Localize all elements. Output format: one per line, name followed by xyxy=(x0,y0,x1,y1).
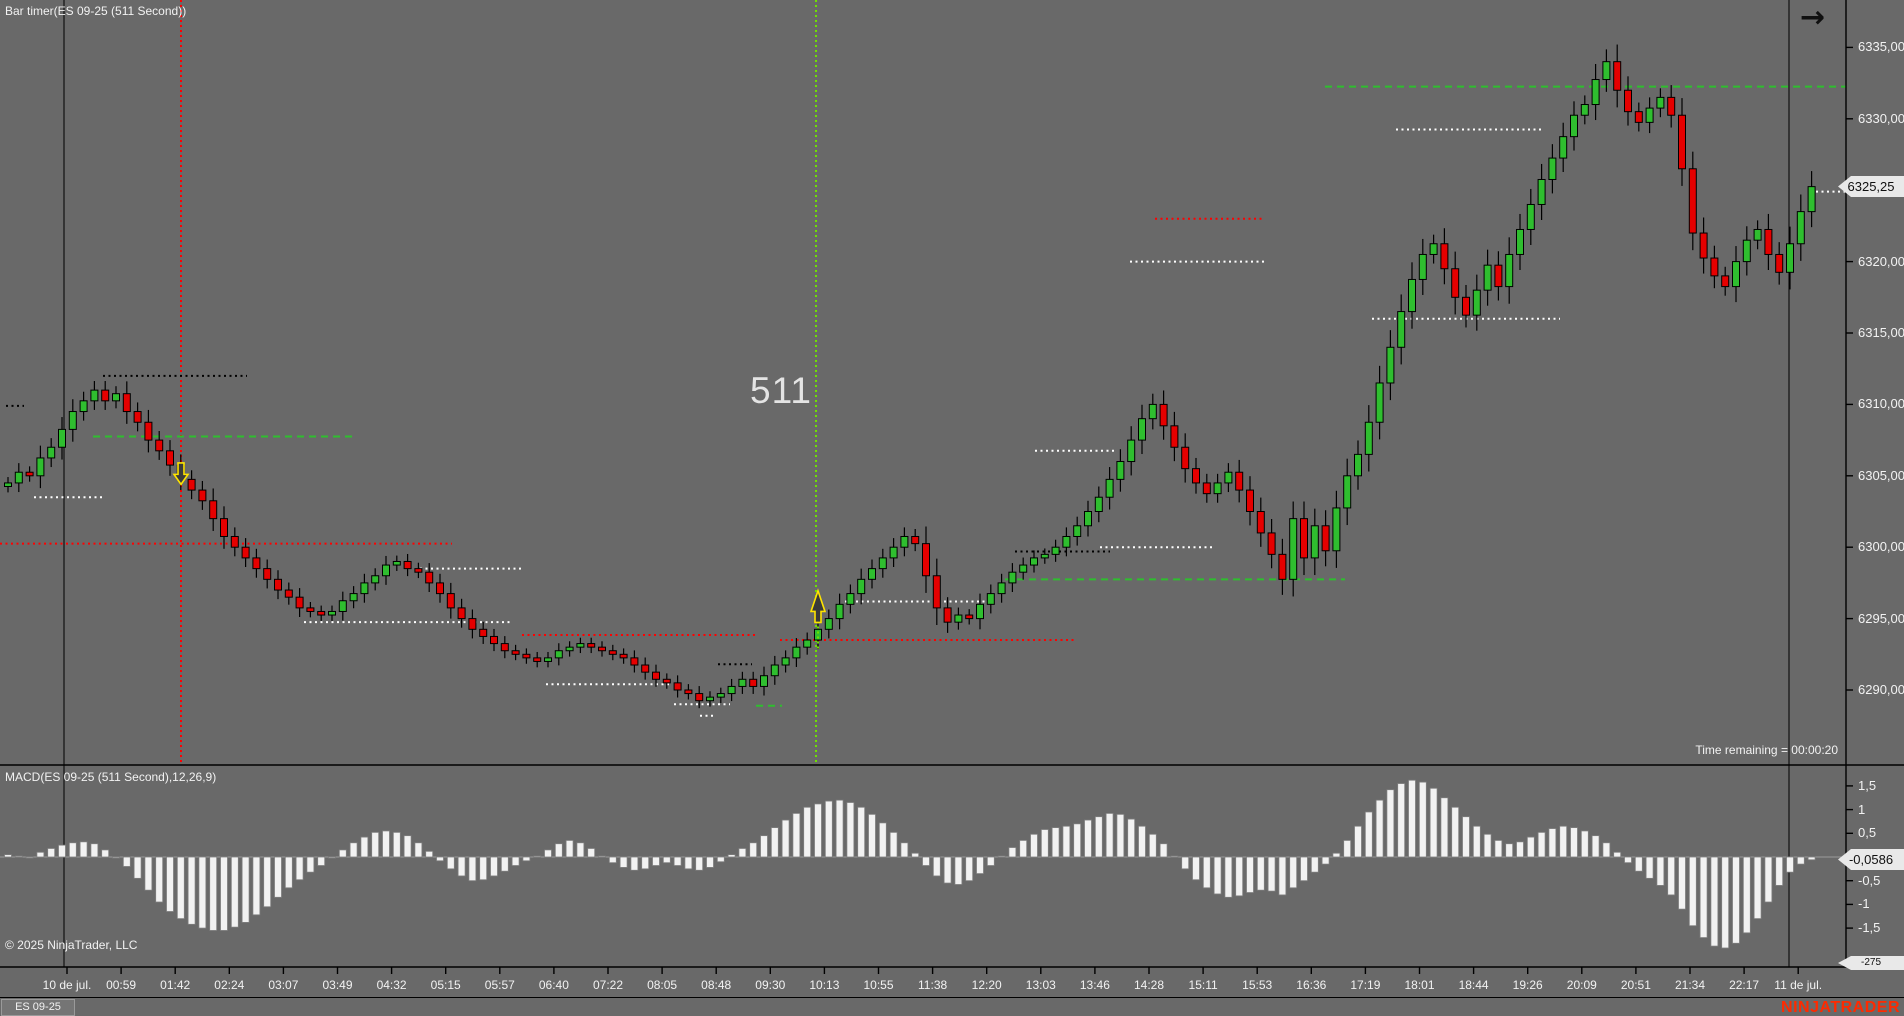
time-tick-label: 06:40 xyxy=(538,978,569,992)
tab-es-09-25[interactable]: ES 09-25 xyxy=(1,999,75,1016)
price-tick-label: 6305,00 xyxy=(1858,467,1904,483)
time-tick-label: 12:20 xyxy=(971,978,1002,992)
price-tick-label: 6290,00 xyxy=(1858,682,1904,697)
time-tick-label: 21:34 xyxy=(1674,978,1706,992)
macd-axis[interactable]: 1,5 1 0,5 -0,5 -1 -1,5 xyxy=(1846,765,1904,967)
time-tick-label: 16:36 xyxy=(1296,978,1327,992)
time-tick-label: 15:53 xyxy=(1242,978,1273,992)
price-tick-label: 6315,00 xyxy=(1858,325,1904,340)
macd-tick-label: 0,5 xyxy=(1858,825,1877,841)
time-tick-label: 01:42 xyxy=(160,978,191,992)
time-tick-label: 13:46 xyxy=(1079,978,1110,992)
macd-tick-label: -1 xyxy=(1858,896,1870,912)
bar-timer-countdown: Time remaining = 00:00:20 xyxy=(1695,743,1838,757)
price-tick-label: 6300,00 xyxy=(1858,539,1904,555)
time-tick-label: 03:07 xyxy=(268,978,299,992)
time-tick-label: 22:17 xyxy=(1729,978,1760,992)
time-tick-label: 14:28 xyxy=(1133,978,1165,992)
time-tick-label: 15:11 xyxy=(1188,978,1218,992)
time-tick-label: 18:01 xyxy=(1404,978,1435,992)
macd-tick-label: 1 xyxy=(1858,801,1866,817)
time-axis[interactable]: 10 de jul. 00:59 01:42 02:24 03:07 03:49 04:32… xyxy=(0,967,1904,998)
time-tick-label: 10 de jul. xyxy=(42,978,92,992)
macd-tick-label: -1,5 xyxy=(1858,920,1881,936)
chart-title: Bar timer(ES 09-25 (511 Second)) xyxy=(5,4,187,18)
clipped-value-badge: -275 xyxy=(1838,956,1904,970)
time-tick-label: 05:15 xyxy=(430,978,461,992)
time-tick-label: 13:03 xyxy=(1025,978,1056,992)
time-tick-label: 18:44 xyxy=(1458,978,1489,992)
time-tick-label: 11:38 xyxy=(918,978,948,992)
scroll-right-arrow-icon[interactable]: → xyxy=(1800,0,1826,35)
time-tick-label: 10:13 xyxy=(809,978,840,992)
price-tick-label: 6330,00 xyxy=(1858,110,1904,126)
time-tick-label: 02:24 xyxy=(214,978,245,992)
time-tick-label: 08:48 xyxy=(701,978,732,992)
time-tick-label: 10:55 xyxy=(863,978,894,992)
price-tick-label: 6335,00 xyxy=(1858,39,1904,55)
time-tick-label: 20:09 xyxy=(1566,978,1597,992)
price-tick-label: 6320,00 xyxy=(1858,253,1904,269)
macd-indicator-label: MACD(ES 09-25 (511 Second),12,26,9) xyxy=(5,770,217,784)
price-tick-label: 6295,00 xyxy=(1858,610,1904,626)
time-tick-label: 08:05 xyxy=(647,978,678,992)
price-axis[interactable]: 6335,00 6330,00 6320,00 6315,00 6310,00 6305,… xyxy=(1846,0,1904,765)
macd-value-badge: -0,0586 xyxy=(1838,849,1904,870)
macd-tick-label: 1,5 xyxy=(1858,777,1877,793)
time-tick-label: 03:49 xyxy=(322,978,353,992)
time-tick-label: 04:32 xyxy=(376,978,407,992)
crosshair-bar-label: 511 xyxy=(750,370,812,411)
time-tick-label: 11 de jul. xyxy=(1774,978,1823,992)
macd-tick-label: -0,5 xyxy=(1858,872,1881,888)
time-tick-label: 00:59 xyxy=(106,978,137,992)
time-tick-label: 07:22 xyxy=(592,978,624,992)
time-tick-label: 17:19 xyxy=(1350,978,1381,992)
last-price-badge: 6325,25 xyxy=(1838,176,1904,197)
time-tick-label: 09:30 xyxy=(755,978,786,992)
ninjatrader-logo: NINJATRADER xyxy=(1781,999,1900,1016)
time-tick-label: 20:51 xyxy=(1620,978,1651,992)
status-bar: ES 09-25 NINJATRADER xyxy=(0,998,1904,1016)
time-tick-label: 05:57 xyxy=(484,978,515,992)
copyright-label: © 2025 NinjaTrader, LLC xyxy=(5,938,138,952)
price-tick-label: 6310,00 xyxy=(1858,396,1904,412)
time-tick-label: 19:26 xyxy=(1512,978,1543,992)
